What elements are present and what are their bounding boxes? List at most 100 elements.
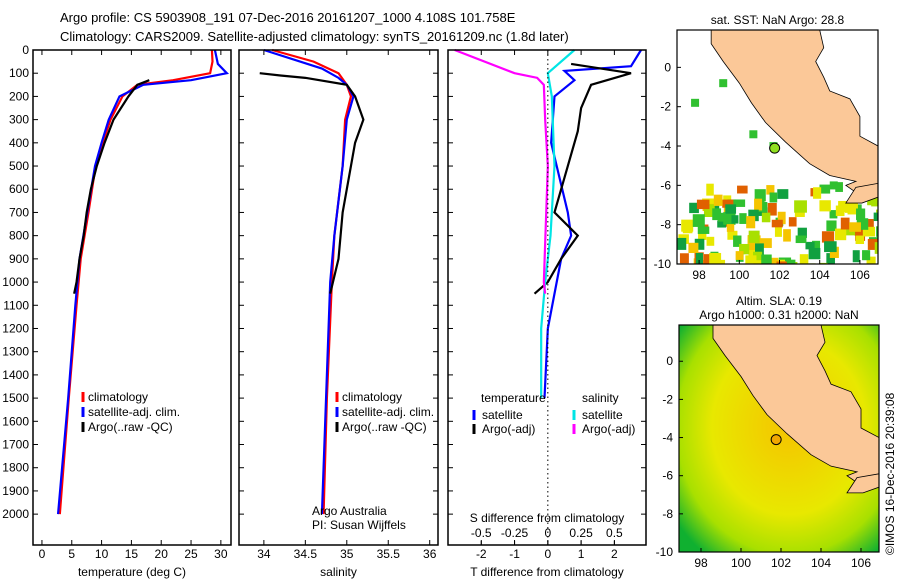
lon-tick-label: 98 bbox=[694, 556, 708, 570]
sst-pixel bbox=[819, 184, 831, 194]
sst-pixel bbox=[709, 252, 722, 264]
sst-pixel bbox=[840, 217, 850, 230]
s-axis-label: S difference from climatology bbox=[470, 511, 625, 525]
plot-frame bbox=[447, 49, 647, 546]
sst-pixel bbox=[776, 261, 787, 264]
lon-tick-label: 100 bbox=[729, 268, 749, 282]
legend-label: climatology bbox=[342, 390, 402, 404]
sst-pixel bbox=[767, 202, 777, 216]
series-line-t-argo-adj- bbox=[533, 62, 632, 295]
sst-pixel bbox=[795, 235, 807, 244]
x-tick-label: 25 bbox=[184, 547, 198, 561]
sst-pixel bbox=[794, 209, 805, 217]
y-tick-label: 1100 bbox=[3, 298, 29, 312]
lon-tick-label: 98 bbox=[692, 268, 706, 282]
sst-pixel bbox=[829, 210, 838, 219]
sst-pixel bbox=[713, 194, 723, 206]
y-tick-label: 2000 bbox=[2, 507, 29, 521]
legend-label: Argo(..raw -QC) bbox=[88, 420, 173, 434]
sst-pixel bbox=[717, 212, 726, 222]
sst-pixel bbox=[761, 212, 771, 223]
sst-pixel bbox=[862, 250, 871, 261]
sst-pixel bbox=[765, 257, 779, 264]
sst-pixel bbox=[679, 253, 689, 264]
legend-label: Argo(-adj) bbox=[582, 422, 635, 436]
legend-label: Argo(..raw -QC) bbox=[342, 420, 427, 434]
sst-pixel bbox=[812, 240, 821, 254]
x-tick-label: 15 bbox=[125, 547, 139, 561]
x-axis-label: salinity bbox=[320, 565, 357, 579]
sst-pixel bbox=[725, 204, 737, 214]
sst-pixel bbox=[856, 208, 866, 220]
sst-pixel bbox=[710, 263, 721, 264]
title-line-1: Argo profile: CS 5903908_191 07-Dec-2016… bbox=[60, 10, 516, 25]
sst-pixel bbox=[748, 209, 759, 222]
x-tick-label: 30 bbox=[214, 547, 228, 561]
sst-pixel bbox=[819, 200, 831, 212]
sst-pixel bbox=[761, 254, 772, 264]
sst-pixel bbox=[698, 230, 707, 240]
x-tick-label: 20 bbox=[155, 547, 169, 561]
sst-pixel bbox=[777, 189, 789, 199]
profile-panel-2: 34 34.5 35 35.5 36 salinity climatologysatelli… bbox=[238, 48, 439, 579]
lon-tick-label: 106 bbox=[851, 556, 871, 570]
sst-pixel bbox=[876, 226, 878, 237]
lon-tick-label: 104 bbox=[810, 268, 830, 282]
sst-pixel bbox=[691, 98, 700, 107]
legend-label: satellite bbox=[482, 408, 523, 422]
y-tick-label: 400 bbox=[9, 136, 29, 150]
y-tick-label: 1600 bbox=[2, 414, 29, 428]
profile-panel-3: -2 -1 0 1 2 T difference from climatology -0.5… bbox=[447, 48, 647, 579]
sst-pixel bbox=[797, 227, 807, 238]
sst-pixel bbox=[769, 192, 778, 203]
lon-tick-label: 102 bbox=[769, 268, 789, 282]
sst-pixel bbox=[706, 183, 714, 196]
sst-pixel bbox=[852, 250, 860, 263]
y-tick-label: 1200 bbox=[2, 321, 29, 335]
sst-pixel bbox=[866, 256, 876, 264]
sst-pixel bbox=[692, 214, 705, 227]
series-line-climatology bbox=[58, 49, 214, 515]
sst-pixel bbox=[844, 202, 857, 213]
sst-pixel bbox=[731, 215, 739, 224]
sst-pixel bbox=[871, 198, 878, 207]
sst-pixel bbox=[748, 230, 760, 243]
sst-pixel bbox=[733, 235, 742, 247]
sst-pixel bbox=[726, 224, 735, 232]
lon-tick-label: 102 bbox=[771, 556, 791, 570]
sst-pixel bbox=[835, 228, 847, 241]
series-line-s-argo-adj- bbox=[454, 48, 549, 294]
x-tick-label: 0 bbox=[39, 547, 46, 561]
sst-pixel bbox=[677, 237, 687, 250]
lat-tick-label: -4 bbox=[660, 139, 671, 153]
map-title: Altim. SLA: 0.19 bbox=[736, 294, 822, 308]
series-line-satellite-adj-clim- bbox=[263, 48, 355, 515]
sst-field bbox=[677, 30, 878, 264]
s-tick-label: -0.25 bbox=[501, 526, 529, 540]
y-tick-label: 600 bbox=[9, 182, 29, 196]
sst-pixel bbox=[755, 243, 764, 256]
lon-tick-label: 104 bbox=[811, 556, 831, 570]
sst-pixel bbox=[722, 199, 734, 208]
sst-pixel bbox=[826, 220, 837, 232]
sst-pixel bbox=[703, 204, 715, 217]
y-tick-label: 900 bbox=[9, 252, 29, 266]
sst-pixel bbox=[829, 246, 839, 258]
lat-tick-label: -6 bbox=[662, 469, 673, 483]
sst-pixel bbox=[862, 226, 876, 237]
sst-pixel bbox=[719, 79, 728, 88]
sst-pixel bbox=[829, 181, 838, 190]
sst-pixel bbox=[794, 200, 807, 213]
lat-tick-label: -10 bbox=[654, 257, 672, 271]
title-line-2: Climatology: CARS2009. Satellite-adjuste… bbox=[60, 29, 569, 44]
legend-title-salinity: salinity bbox=[582, 391, 619, 405]
lat-tick-label: -2 bbox=[660, 100, 671, 114]
legend-label: climatology bbox=[88, 390, 148, 404]
lat-tick-label: -8 bbox=[660, 218, 671, 232]
sst-pixel bbox=[785, 259, 796, 264]
s-tick-label: -0.5 bbox=[471, 526, 492, 540]
argo-float-marker bbox=[770, 434, 782, 446]
y-tick-label: 500 bbox=[9, 159, 29, 173]
sst-pixel bbox=[873, 212, 878, 222]
